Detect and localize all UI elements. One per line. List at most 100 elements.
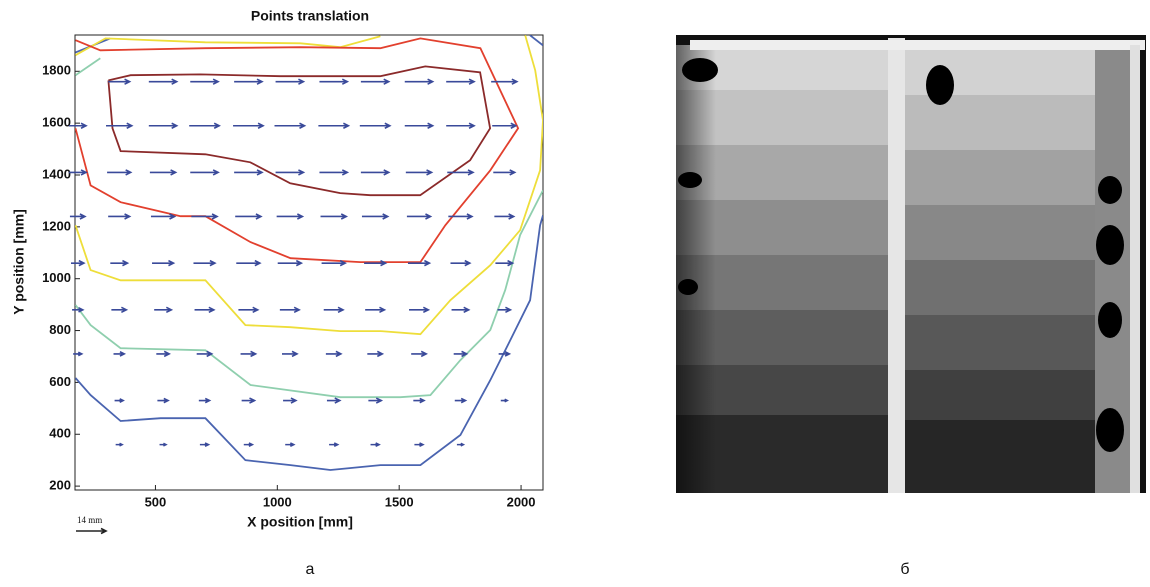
- y-tick-label: 1600: [42, 115, 71, 130]
- x-tick-label: 1500: [385, 494, 414, 509]
- arrow-shape: [446, 123, 474, 128]
- panel-caption: б: [900, 561, 909, 578]
- arrow: [193, 261, 214, 266]
- arrow: [73, 352, 82, 355]
- y-tick-label: 600: [49, 374, 71, 389]
- arrow: [414, 443, 423, 446]
- arrow-shape: [367, 351, 382, 356]
- arrow-shape: [242, 398, 255, 403]
- arrow: [276, 79, 304, 84]
- arrow-shape: [107, 170, 131, 175]
- arrow: [493, 170, 514, 175]
- arrow: [446, 79, 474, 84]
- arrow-shape: [149, 79, 177, 84]
- arrow-shape: [108, 214, 129, 219]
- arrow: [498, 307, 511, 312]
- arrow: [278, 261, 302, 266]
- arrow-shape: [285, 443, 294, 446]
- arrow: [235, 214, 261, 219]
- arrow: [190, 170, 218, 175]
- arrow-shape: [501, 399, 507, 402]
- arrow: [411, 351, 426, 356]
- arrow-shape: [238, 307, 257, 312]
- arrow: [327, 398, 340, 403]
- arrow-shape: [110, 261, 127, 266]
- arrow-shape: [455, 398, 466, 402]
- arrow-shape: [193, 261, 214, 266]
- arrow-shape: [236, 261, 260, 266]
- contour-line: [108, 66, 490, 195]
- arrow-shape: [318, 123, 348, 128]
- arrow: [367, 351, 382, 356]
- y-tick-label: 800: [49, 322, 71, 337]
- arrow-shape: [156, 351, 169, 356]
- arrow: [199, 398, 210, 402]
- arrow-shape: [405, 123, 433, 128]
- arrow-shape: [191, 214, 217, 219]
- arrow: [413, 398, 424, 402]
- arrow: [70, 214, 85, 219]
- arrow-shape: [452, 307, 469, 312]
- arrow: [329, 443, 338, 446]
- arrow: [157, 398, 168, 402]
- arrow-shape: [275, 123, 305, 128]
- arrow-shape: [446, 79, 474, 84]
- arrow-shape: [495, 261, 512, 266]
- figure: Points translation X position [mm] Y pos…: [0, 0, 1150, 582]
- x-tick-label: 1000: [263, 494, 292, 509]
- arrow: [244, 443, 253, 446]
- y-tick-label: 1200: [42, 218, 71, 233]
- depth-image: [676, 35, 1146, 493]
- arrow-shape: [319, 79, 347, 84]
- arrow-shape: [278, 261, 302, 266]
- key-label: 14 mm: [77, 515, 102, 525]
- arrow-shape: [361, 170, 389, 175]
- arrow-shape: [71, 261, 84, 266]
- arrow-shape: [106, 123, 132, 128]
- arrow-shape: [283, 398, 296, 403]
- arrow: [457, 443, 463, 446]
- arrow-shape: [407, 214, 431, 219]
- arrow: [276, 170, 304, 175]
- arrow: [197, 351, 212, 356]
- arrow: [371, 443, 380, 446]
- arrow: [106, 123, 132, 128]
- arrow-shape: [234, 170, 262, 175]
- arrow: [405, 123, 433, 128]
- arrow: [361, 170, 389, 175]
- arrow-shape: [492, 123, 516, 128]
- arrow-shape: [457, 443, 463, 446]
- arrow-shape: [233, 123, 263, 128]
- arrow-shape: [362, 214, 388, 219]
- arrow: [450, 261, 469, 266]
- arrow-shape: [409, 307, 428, 312]
- arrow: [454, 351, 467, 356]
- arrow-shape: [189, 123, 219, 128]
- arrow-shape: [160, 443, 166, 446]
- arrow: [116, 443, 122, 446]
- arrow: [455, 398, 466, 402]
- arrow: [368, 398, 381, 403]
- arrow-shape: [200, 443, 209, 446]
- arrow: [238, 307, 257, 312]
- arrow: [195, 307, 214, 312]
- arrow: [234, 170, 262, 175]
- arrow: [156, 351, 169, 356]
- arrow: [114, 352, 125, 356]
- arrow-shape: [450, 261, 469, 266]
- arrow-shape: [115, 399, 124, 402]
- x-tick-label: 500: [145, 494, 167, 509]
- arrow-shape: [454, 351, 467, 356]
- arrow: [319, 79, 347, 84]
- arrow: [409, 307, 428, 312]
- arrow: [149, 123, 177, 128]
- arrow-shape: [235, 214, 261, 219]
- arrow: [69, 123, 86, 128]
- arrow-shape: [69, 170, 86, 175]
- arrow-shape: [76, 529, 106, 534]
- arrow-shape: [368, 398, 381, 403]
- y-tick-label: 1800: [42, 63, 71, 78]
- arrow-shape: [414, 443, 423, 446]
- page: Points translation X position [mm] Y pos…: [0, 0, 1150, 587]
- arrow: [190, 79, 218, 84]
